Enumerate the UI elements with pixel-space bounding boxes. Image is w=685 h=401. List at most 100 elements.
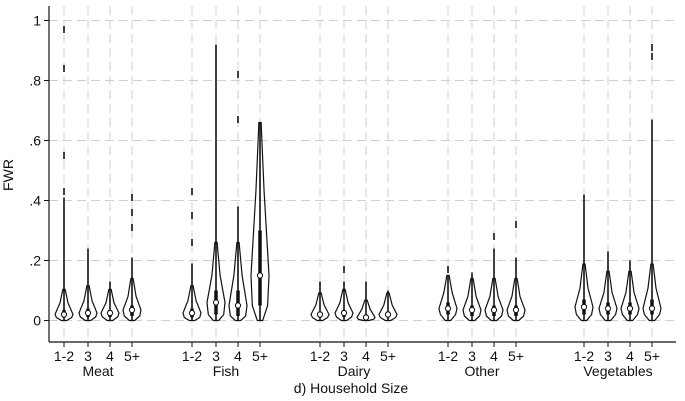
violin-density — [78, 285, 98, 322]
violin-density — [438, 274, 458, 322]
violin-density — [620, 270, 640, 322]
x-tick-label: 4 — [626, 348, 634, 364]
violin-density — [122, 277, 142, 322]
x-tick-label: 3 — [468, 348, 476, 364]
violin-density — [310, 292, 330, 322]
violin-density — [506, 277, 526, 322]
violin-density — [182, 285, 202, 322]
violin-median-marker — [60, 311, 68, 318]
violin-dairy-4 — [356, 281, 376, 322]
violin-fish-5+ — [250, 121, 270, 322]
violin-meat-3 — [78, 248, 98, 322]
violin-median-marker — [234, 302, 242, 309]
violin-median-marker — [316, 311, 324, 318]
violin-density — [598, 270, 618, 322]
violin-density — [574, 263, 594, 322]
x-tick-label: 3 — [84, 348, 92, 364]
violin-vegetables-4 — [620, 260, 640, 322]
violin-fish-3 — [206, 44, 226, 322]
violin-fish-4 — [228, 71, 248, 322]
axes — [48, 6, 676, 343]
violin-density — [228, 241, 248, 322]
y-tick-label: .8 — [29, 73, 41, 89]
violin-median-marker — [648, 305, 656, 312]
violin-density — [334, 288, 354, 322]
y-tick-label: .4 — [29, 193, 41, 209]
group-label-dairy: Dairy — [338, 363, 371, 379]
violin-median-marker — [468, 306, 476, 314]
violin-density — [250, 121, 270, 322]
violin-median-marker — [604, 305, 612, 312]
violin-other-1-2 — [438, 266, 458, 322]
x-axis-label: d) Household Size — [294, 380, 409, 396]
x-tick-label: 1-2 — [574, 348, 594, 364]
x-tick-label: 1-2 — [438, 348, 458, 364]
violin-meat-1-2 — [54, 26, 74, 322]
violin-median-marker — [106, 309, 114, 317]
violin-median-marker — [256, 272, 264, 279]
violin-median-marker — [84, 309, 92, 317]
x-tick-label: 5+ — [380, 348, 396, 364]
violin-density — [642, 263, 662, 322]
x-tick-label: 3 — [212, 348, 220, 364]
x-tick-label: 4 — [234, 348, 242, 364]
violin-dairy-3 — [334, 266, 354, 322]
violin-dairy-1-2 — [310, 281, 330, 322]
y-axis-label: FWR — [0, 159, 16, 191]
violin-median-marker — [384, 311, 392, 318]
violin-density — [100, 288, 120, 322]
group-label-other: Other — [464, 363, 499, 379]
violin-density — [356, 299, 376, 322]
group-label-fish: Fish — [213, 363, 239, 379]
violin-meat-5+ — [122, 194, 142, 322]
x-tick-label: 4 — [490, 348, 498, 364]
violin-vegetables-1-2 — [574, 194, 594, 322]
violin-vegetables-3 — [598, 251, 618, 322]
violin-median-marker — [580, 303, 588, 311]
violin-median-marker — [212, 299, 220, 306]
violin-median-marker — [512, 306, 520, 314]
violin-median-marker — [188, 309, 196, 317]
violin-other-4 — [484, 233, 504, 322]
x-tick-label: 1-2 — [310, 348, 330, 364]
violin-iqr-box — [258, 230, 262, 306]
violin-median-marker — [128, 306, 136, 314]
violin-other-3 — [462, 272, 482, 322]
violin-median-marker — [444, 305, 452, 312]
category-group-labels: Meat Fish Dairy Other Vegetables — [82, 363, 652, 379]
violin-density — [54, 288, 74, 322]
x-tick-label: 4 — [362, 348, 370, 364]
violin-median-marker — [362, 314, 370, 321]
x-tick-label: 5+ — [508, 348, 524, 364]
x-tick-label: 5+ — [252, 348, 268, 364]
gridlines — [49, 6, 676, 342]
violin-dairy-5+ — [378, 290, 398, 322]
y-tick-label: .6 — [29, 133, 41, 149]
violin-other-5+ — [506, 221, 526, 322]
violin-median-marker — [340, 309, 348, 317]
violin-density — [462, 277, 482, 322]
violin-median-marker — [490, 306, 498, 314]
x-tick-label: 3 — [340, 348, 348, 364]
violin-density — [378, 292, 398, 322]
violin-fish-1-2 — [182, 188, 202, 322]
violin-meat-4 — [100, 281, 120, 322]
y-tick-label: 0 — [33, 313, 41, 329]
group-label-meat: Meat — [82, 363, 113, 379]
violin-density — [484, 277, 504, 322]
y-tick-label: .2 — [29, 253, 41, 269]
violin-vegetables-5+ — [642, 44, 662, 322]
x-tick-label: 1-2 — [54, 348, 74, 364]
violin-plot-area — [54, 26, 662, 322]
x-tick-label: 4 — [106, 348, 114, 364]
violin-density — [206, 241, 226, 322]
x-tick-label: 3 — [604, 348, 612, 364]
x-tick-label: 1-2 — [182, 348, 202, 364]
x-tick-label: 5+ — [124, 348, 140, 364]
y-tick-label: 1 — [33, 13, 41, 29]
x-tick-label: 5+ — [644, 348, 660, 364]
violin-median-marker — [626, 305, 634, 312]
y-axis-ticks: 0 .2 .4 .6 .8 1 — [29, 13, 49, 329]
x-axis-ticks: 1-2 3 4 5+ 1-2 3 4 5+ 1-2 3 4 5+ 1-2 3 4 5+ 1-2 3 4 5+ — [54, 342, 660, 364]
